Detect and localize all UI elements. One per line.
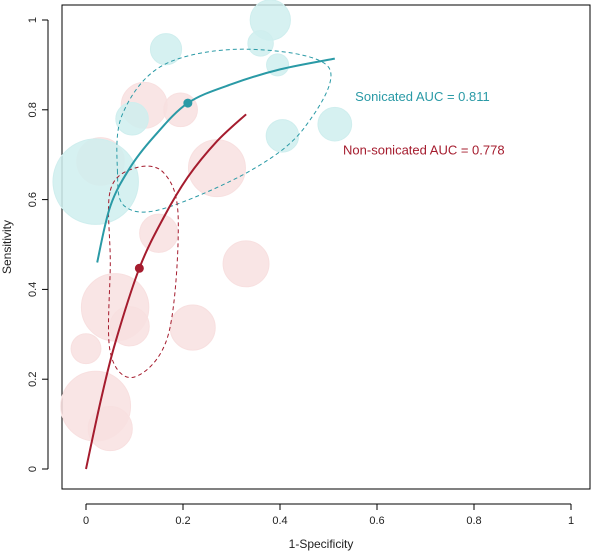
- x-tick-label: 0.4: [272, 515, 287, 527]
- study-bubble-sonicated: [247, 30, 274, 57]
- x-tick-label: 1: [568, 515, 574, 527]
- study-bubble-non-sonicated: [139, 213, 179, 253]
- y-axis-title: Sensitivity: [0, 220, 14, 274]
- auc-annotation-sonicated: Sonicated AUC = 0.811: [355, 89, 490, 104]
- sroc-curve-sonicated: [96, 57, 335, 263]
- study-bubble-non-sonicated: [169, 304, 216, 351]
- sroc-curve-non-sonicated: [85, 113, 247, 470]
- study-bubble-sonicated: [266, 53, 290, 77]
- study-bubble-non-sonicated: [222, 240, 270, 288]
- confidence-region-non-sonicated: [107, 165, 179, 379]
- sroc-curves: [85, 57, 335, 470]
- x-axis-title: 1-Specificity: [289, 537, 354, 551]
- y-tick-label: 0.2: [27, 372, 39, 387]
- x-tick-label: 0: [83, 515, 89, 527]
- study-bubble-sonicated: [265, 119, 300, 153]
- confidence-regions: [107, 48, 332, 379]
- study-bubble-non-sonicated: [109, 306, 150, 347]
- summary-point-non-sonicated: [134, 263, 144, 273]
- auc-annotation-non-sonicated: Non-sonicated AUC = 0.778: [343, 143, 505, 158]
- study-bubbles: [52, 0, 353, 452]
- study-bubble-sonicated: [149, 33, 183, 66]
- y-tick-label: 0.8: [27, 102, 39, 117]
- x-tick-label: 0.8: [466, 515, 481, 527]
- y-tick-label: 0.4: [27, 282, 39, 297]
- plot-frame: [61, 4, 591, 490]
- study-bubble-sonicated: [317, 106, 353, 142]
- x-tick-label: 0.6: [369, 515, 384, 527]
- summary-point-sonicated: [183, 98, 193, 108]
- y-tick-label: 1: [27, 17, 39, 23]
- annotations: Sonicated AUC = 0.811 Non-sonicated AUC =…: [343, 89, 505, 158]
- study-bubble-non-sonicated: [187, 139, 246, 198]
- x-tick-label: 0.2: [175, 515, 190, 527]
- y-tick-label: 0: [27, 466, 39, 472]
- study-bubble-non-sonicated: [70, 333, 102, 365]
- study-bubble-non-sonicated: [87, 406, 133, 452]
- confidence-region-sonicated: [116, 48, 332, 213]
- summary-points: [134, 98, 193, 273]
- study-bubble-sonicated: [52, 138, 139, 225]
- y-tick-label: 0.6: [27, 192, 39, 207]
- y-axis: 0 0.2 0.4 0.6 0.8 1: [27, 17, 49, 472]
- study-bubble-sonicated: [115, 102, 149, 136]
- x-axis: 0 0.2 0.4 0.6 0.8 1: [83, 503, 574, 527]
